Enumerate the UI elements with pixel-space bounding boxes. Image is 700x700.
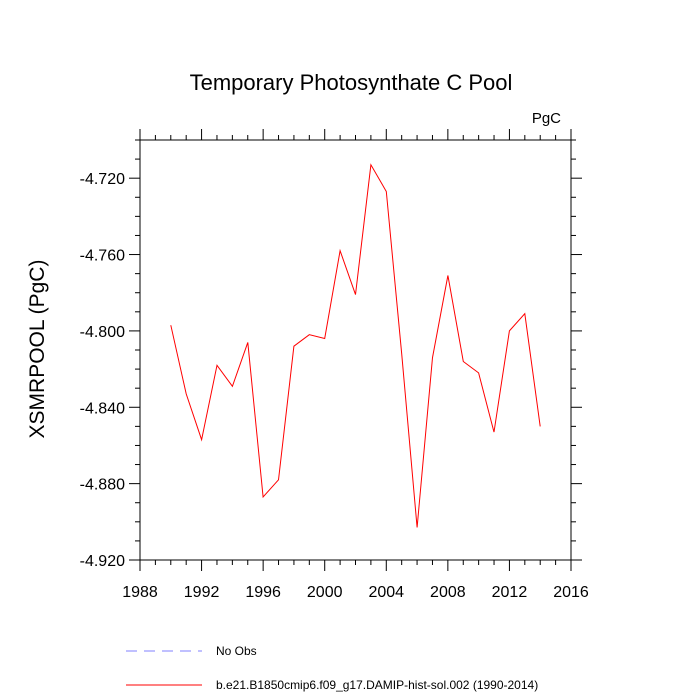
x-tick-label: 2004	[368, 584, 404, 601]
y-tick-label: -4.720	[80, 171, 125, 188]
x-tick-label: 1992	[184, 584, 220, 601]
y-tick-label: -4.760	[80, 248, 125, 265]
legend-label: No Obs	[216, 644, 257, 658]
chart-title: Temporary Photosynthate C Pool	[190, 70, 513, 95]
axis-tick-labels: 1988 1992 1996 2000 2004 2008 2012 2016 -4.920 -4…	[80, 171, 589, 601]
x-tick-label: 1988	[122, 584, 158, 601]
y-tick-label: -4.880	[80, 477, 125, 494]
legend-label: b.e21.B1850cmip6.f09_g17.DAMIP-hist-sol.…	[216, 678, 538, 692]
y-tick-label: -4.920	[80, 553, 125, 570]
axis-ticks	[129, 129, 582, 571]
units-label: PgC	[532, 110, 561, 127]
x-tick-label: 2012	[492, 584, 528, 601]
series-line	[170, 163, 541, 528]
x-tick-label: 2016	[553, 584, 589, 601]
legend: No Obs b.e21.B1850cmip6.f09_g17.DAMIP-his…	[126, 644, 538, 692]
y-axis-label: XSMRPOOL (PgC)	[26, 260, 49, 439]
series-group	[170, 163, 541, 528]
x-tick-label: 2008	[430, 584, 466, 601]
y-tick-label: -4.800	[80, 324, 125, 341]
y-tick-label: -4.840	[80, 400, 125, 417]
x-tick-label: 2000	[307, 584, 343, 601]
x-tick-label: 1996	[245, 584, 281, 601]
